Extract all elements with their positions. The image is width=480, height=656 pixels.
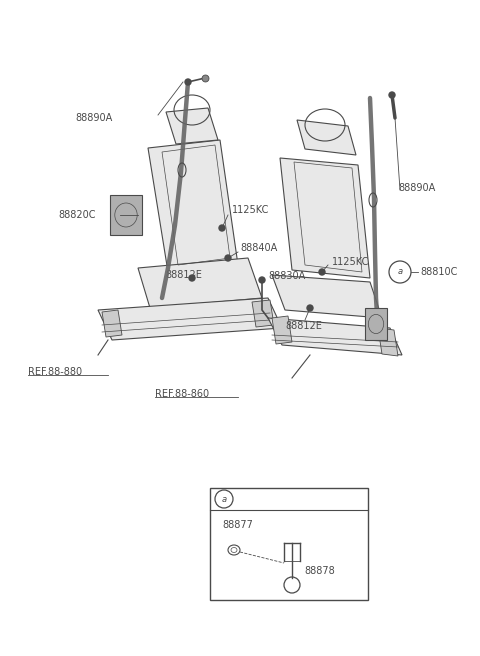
Bar xyxy=(210,488,368,600)
Circle shape xyxy=(185,79,191,85)
Polygon shape xyxy=(268,318,402,355)
Polygon shape xyxy=(272,316,292,344)
Polygon shape xyxy=(148,140,238,272)
Polygon shape xyxy=(297,120,356,155)
Text: 88830A: 88830A xyxy=(268,271,305,281)
Text: 88890A: 88890A xyxy=(75,113,112,123)
Polygon shape xyxy=(280,158,370,278)
Bar xyxy=(110,195,142,235)
Polygon shape xyxy=(378,328,398,356)
Text: 88810C: 88810C xyxy=(420,267,457,277)
Text: 88877: 88877 xyxy=(222,520,253,530)
Polygon shape xyxy=(252,300,274,327)
Polygon shape xyxy=(166,108,218,144)
Circle shape xyxy=(319,269,325,275)
Circle shape xyxy=(189,275,195,281)
Text: 88820C: 88820C xyxy=(58,210,96,220)
Text: 88878: 88878 xyxy=(304,566,335,576)
Polygon shape xyxy=(98,298,282,340)
Text: REF.88-860: REF.88-860 xyxy=(155,389,209,399)
Text: 88890A: 88890A xyxy=(398,183,435,193)
Polygon shape xyxy=(102,310,122,337)
Circle shape xyxy=(225,255,231,261)
Text: a: a xyxy=(221,495,227,504)
Text: 88812E: 88812E xyxy=(165,270,202,280)
Text: 88812E: 88812E xyxy=(285,321,322,331)
Text: REF.88-880: REF.88-880 xyxy=(28,367,82,377)
Circle shape xyxy=(259,277,265,283)
Polygon shape xyxy=(138,258,262,308)
Text: 1125KC: 1125KC xyxy=(332,257,370,267)
Polygon shape xyxy=(272,275,382,318)
Circle shape xyxy=(389,92,395,98)
Text: 1125KC: 1125KC xyxy=(232,205,269,215)
Circle shape xyxy=(219,225,225,231)
Bar xyxy=(365,308,387,340)
Text: 88840A: 88840A xyxy=(240,243,277,253)
Text: a: a xyxy=(397,268,403,276)
Circle shape xyxy=(307,305,313,311)
